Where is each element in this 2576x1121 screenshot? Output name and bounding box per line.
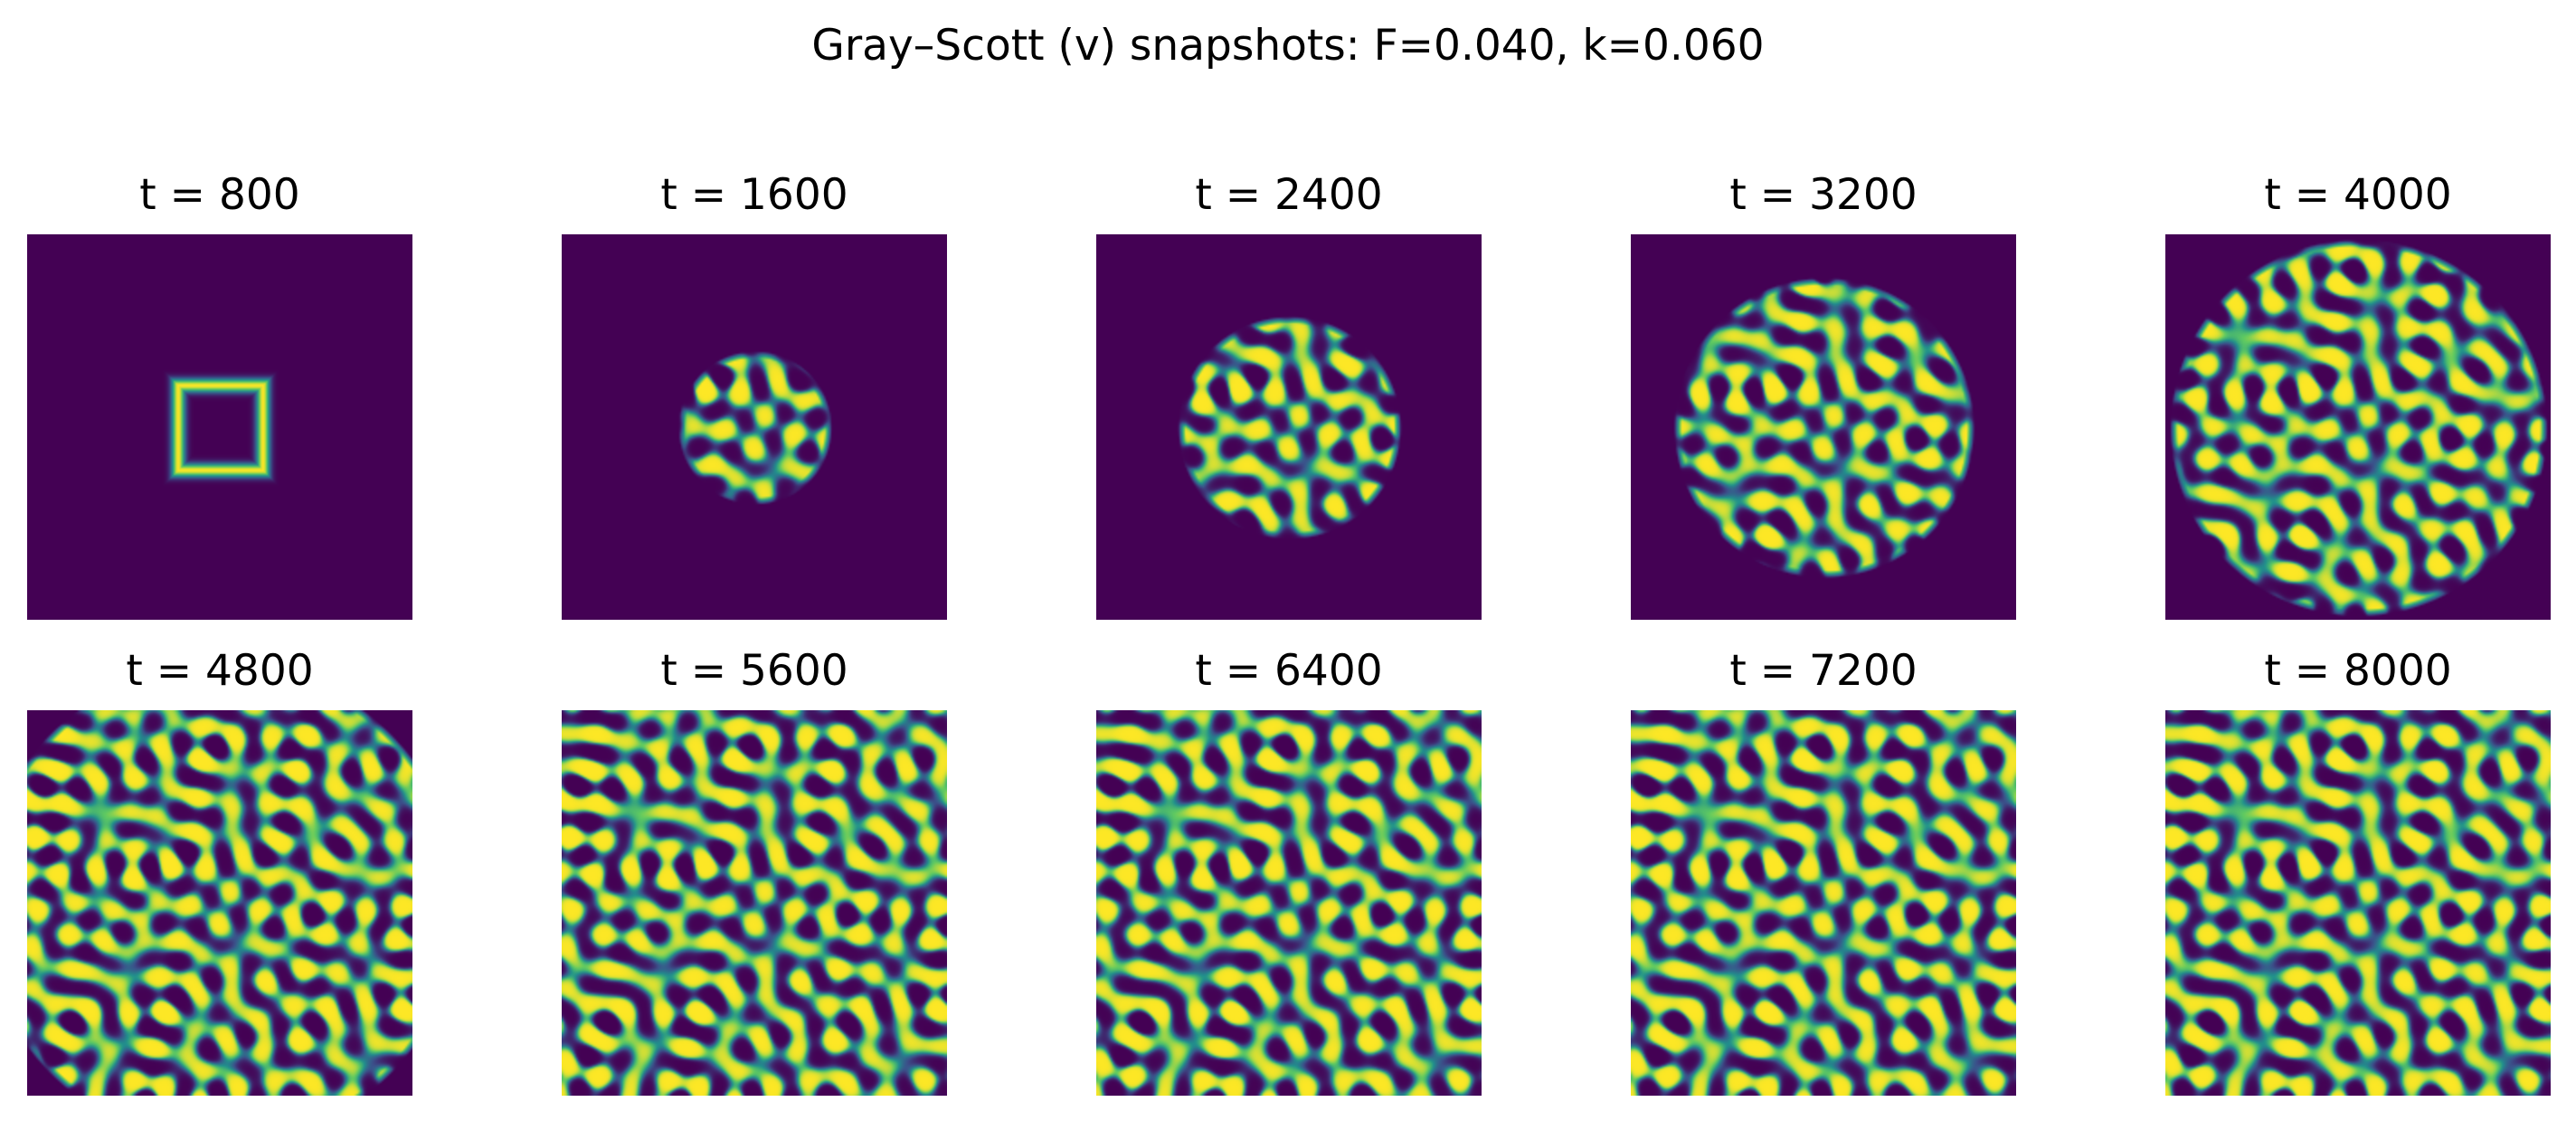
- snapshot-panel: [27, 710, 412, 1096]
- snapshot-image: [27, 710, 412, 1096]
- snapshot-panel: [562, 710, 947, 1096]
- snapshot-panel: [1631, 234, 2016, 620]
- panel-title: t = 4000: [2264, 170, 2452, 220]
- panel-title: t = 800: [139, 170, 300, 220]
- panel-title: t = 8000: [2264, 646, 2452, 696]
- snapshot-image: [562, 234, 947, 620]
- panel-title: t = 2400: [1195, 170, 1383, 220]
- snapshot-image: [1631, 710, 2016, 1096]
- panel-title: t = 6400: [1195, 646, 1383, 696]
- snapshot-panel: [1096, 710, 1482, 1096]
- snapshot-image: [27, 234, 412, 620]
- panel-title: t = 7200: [1729, 646, 1918, 696]
- panel-title: t = 3200: [1729, 170, 1918, 220]
- snapshot-panel: [27, 234, 412, 620]
- snapshot-image: [2165, 234, 2551, 620]
- figure-title: Gray–Scott (v) snapshots: F=0.040, k=0.0…: [811, 21, 1765, 71]
- snapshot-image: [1096, 234, 1482, 620]
- panel-title: t = 5600: [660, 646, 848, 696]
- snapshot-panel: [2165, 234, 2551, 620]
- snapshot-image: [1096, 710, 1482, 1096]
- snapshot-panel: [1631, 710, 2016, 1096]
- panel-title: t = 4800: [126, 646, 314, 696]
- snapshot-panel: [1096, 234, 1482, 620]
- snapshot-panel: [562, 234, 947, 620]
- snapshot-image: [562, 710, 947, 1096]
- snapshot-image: [1631, 234, 2016, 620]
- snapshot-panel: [2165, 710, 2551, 1096]
- snapshot-image: [2165, 710, 2551, 1096]
- panel-title: t = 1600: [660, 170, 848, 220]
